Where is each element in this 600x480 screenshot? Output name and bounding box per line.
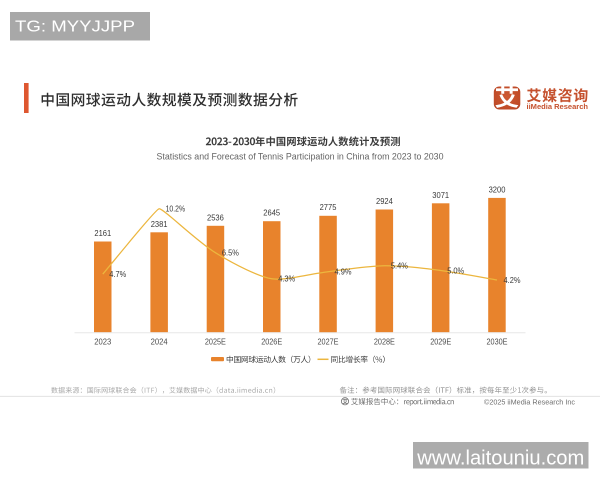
svg-text:2025E: 2025E — [205, 338, 226, 347]
svg-text:iiMedia Research: iiMedia Research — [527, 102, 589, 111]
svg-text:5.4%: 5.4% — [391, 262, 408, 271]
svg-text:3200: 3200 — [489, 185, 506, 194]
svg-text:TG: MYYJJPP: TG: MYYJJPP — [15, 19, 135, 36]
svg-text:2026E: 2026E — [261, 338, 282, 347]
svg-text:2161: 2161 — [94, 229, 111, 238]
svg-text:2029E: 2029E — [430, 338, 451, 347]
svg-text:4.7%: 4.7% — [109, 270, 126, 279]
svg-text:2645: 2645 — [263, 209, 280, 218]
svg-text:Statistics and Forecast of Ten: Statistics and Forecast of Tennis Partic… — [157, 152, 444, 162]
svg-text:4.3%: 4.3% — [278, 275, 295, 284]
svg-text:2775: 2775 — [320, 203, 337, 212]
svg-text:2924: 2924 — [376, 197, 393, 206]
svg-text:2024: 2024 — [151, 338, 168, 347]
svg-text:www.laitouniu.com: www.laitouniu.com — [416, 447, 584, 470]
svg-text:4.2%: 4.2% — [504, 276, 521, 285]
svg-text:2027E: 2027E — [318, 338, 339, 347]
svg-text:2536: 2536 — [207, 213, 224, 222]
svg-text:6.5%: 6.5% — [222, 249, 239, 258]
svg-text:5.0%: 5.0% — [447, 266, 464, 275]
svg-text:2381: 2381 — [151, 220, 168, 229]
svg-text:2023: 2023 — [94, 338, 111, 347]
svg-text:©2025 iiMedia Research Inc: ©2025 iiMedia Research Inc — [484, 397, 575, 406]
svg-text:3071: 3071 — [432, 191, 449, 200]
svg-text:10.2%: 10.2% — [166, 205, 186, 214]
svg-text:2030E: 2030E — [487, 338, 508, 347]
svg-text:2028E: 2028E — [374, 338, 395, 347]
svg-text:4.9%: 4.9% — [335, 268, 352, 277]
